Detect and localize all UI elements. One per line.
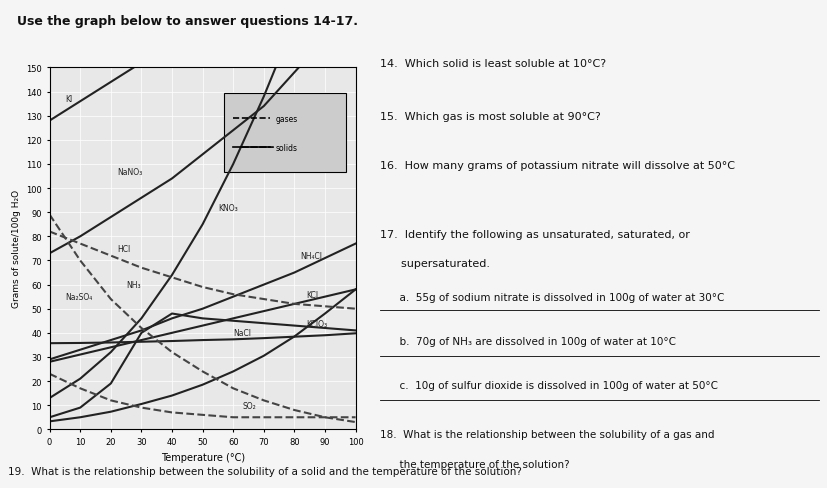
X-axis label: Temperature (°C): Temperature (°C)	[160, 451, 245, 462]
Text: HCl: HCl	[117, 244, 130, 253]
Text: solids: solids	[276, 143, 298, 152]
Text: gases: gases	[276, 114, 299, 123]
Text: 17.  Identify the following as unsaturated, saturated, or: 17. Identify the following as unsaturate…	[380, 229, 691, 239]
Text: a.  55g of sodium nitrate is dissolved in 100g of water at 30°C: a. 55g of sodium nitrate is dissolved in…	[380, 293, 724, 303]
Y-axis label: Grams of solute/100g H₂O: Grams of solute/100g H₂O	[12, 190, 21, 308]
Text: NH₄Cl: NH₄Cl	[300, 252, 323, 261]
Text: b.  70g of NH₃ are dissolved in 100g of water at 10°C: b. 70g of NH₃ are dissolved in 100g of w…	[380, 337, 676, 346]
Text: c.  10g of sulfur dioxide is dissolved in 100g of water at 50°C: c. 10g of sulfur dioxide is dissolved in…	[380, 381, 719, 390]
Text: 19.  What is the relationship between the solubility of a solid and the temperat: 19. What is the relationship between the…	[8, 466, 522, 476]
Text: the temperature of the solution?: the temperature of the solution?	[380, 459, 570, 468]
Text: KNO₃: KNO₃	[218, 203, 237, 212]
Text: NaCl: NaCl	[233, 328, 251, 338]
Text: NaNO₃: NaNO₃	[117, 167, 142, 176]
Text: KI: KI	[65, 95, 72, 104]
Text: SO₂: SO₂	[242, 401, 256, 410]
Text: KClO₃: KClO₃	[307, 319, 327, 328]
Text: Use the graph below to answer questions 14-17.: Use the graph below to answer questions …	[17, 15, 357, 28]
Text: NH₃: NH₃	[126, 281, 141, 289]
Text: 18.  What is the relationship between the solubility of a gas and: 18. What is the relationship between the…	[380, 429, 715, 439]
Text: KCl: KCl	[307, 290, 318, 299]
Text: supersaturated.: supersaturated.	[380, 259, 490, 268]
FancyBboxPatch shape	[224, 94, 347, 173]
Text: Na₂SO₄: Na₂SO₄	[65, 292, 92, 302]
Text: 15.  Which gas is most soluble at 90°C?: 15. Which gas is most soluble at 90°C?	[380, 112, 601, 122]
Text: 14.  Which solid is least soluble at 10°C?: 14. Which solid is least soluble at 10°C…	[380, 59, 606, 68]
Text: 16.  How many grams of potassium nitrate will dissolve at 50°C: 16. How many grams of potassium nitrate …	[380, 161, 735, 171]
